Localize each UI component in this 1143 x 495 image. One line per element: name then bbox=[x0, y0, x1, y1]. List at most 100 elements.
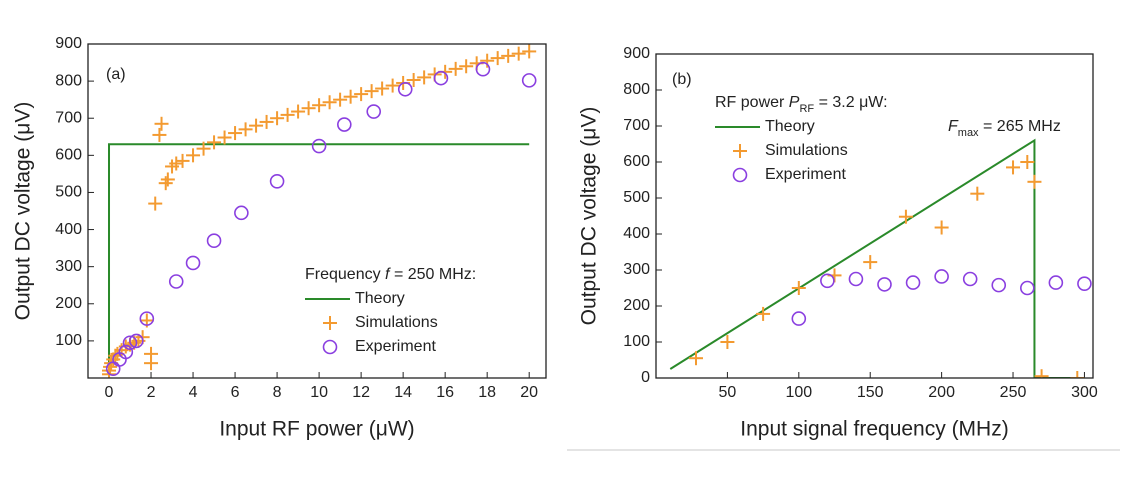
circle-marker bbox=[139, 311, 155, 326]
circle-marker bbox=[732, 167, 748, 183]
plus-marker bbox=[934, 220, 949, 235]
plus-marker bbox=[1020, 155, 1035, 169]
circle-marker bbox=[122, 335, 138, 351]
plus-marker bbox=[733, 144, 747, 158]
plus-marker bbox=[196, 141, 211, 156]
y-tick-label: 100 bbox=[55, 332, 82, 349]
plus-marker bbox=[144, 346, 159, 361]
annotation-part: max bbox=[958, 127, 979, 139]
plus-marker bbox=[406, 72, 421, 87]
y-tick-label: 600 bbox=[623, 153, 650, 170]
x-tick-label: 14 bbox=[394, 384, 412, 401]
circle-marker bbox=[820, 273, 835, 289]
plus-marker bbox=[756, 306, 771, 321]
panel-label: (a) bbox=[106, 66, 126, 83]
circle-marker bbox=[311, 138, 327, 154]
plus-marker bbox=[291, 104, 306, 119]
plus-marker bbox=[364, 84, 379, 99]
x-tick-label: 2 bbox=[147, 384, 156, 401]
plus-marker bbox=[343, 89, 358, 104]
circle-marker bbox=[397, 81, 413, 97]
legend-title-part: RF bbox=[799, 103, 814, 115]
plus-marker bbox=[169, 156, 184, 171]
plot-frame bbox=[655, 53, 1094, 379]
plus-marker bbox=[217, 130, 232, 145]
legend-title: RF power PRF = 3.2 μW: bbox=[715, 94, 888, 115]
x-tick-label: 100 bbox=[785, 384, 812, 401]
plus-marker bbox=[898, 209, 913, 224]
plus-marker bbox=[175, 153, 190, 168]
y-tick-label: 500 bbox=[623, 189, 650, 206]
circle-marker bbox=[168, 274, 184, 289]
y-tick-label: 800 bbox=[55, 72, 82, 89]
legend-label: Theory bbox=[765, 118, 815, 135]
y-tick-label: 300 bbox=[623, 261, 650, 278]
panel-label: (b) bbox=[672, 71, 692, 88]
circle-marker bbox=[1048, 275, 1064, 290]
theory-line bbox=[669, 138, 1085, 378]
x-axis-label: Input RF power (μW) bbox=[219, 418, 414, 441]
x-tick-label: 300 bbox=[1071, 384, 1098, 401]
plus-marker bbox=[207, 135, 222, 150]
circle-marker bbox=[118, 344, 134, 360]
x-tick-label: 150 bbox=[857, 384, 884, 401]
legend-label: Experiment bbox=[355, 338, 436, 355]
y-tick-label: 100 bbox=[623, 333, 650, 350]
plus-marker bbox=[259, 114, 274, 129]
y-tick-label: 500 bbox=[55, 184, 82, 201]
y-axis-label: Output DC voltage (μV) bbox=[12, 102, 35, 321]
legend-label: Theory bbox=[355, 290, 405, 307]
x-tick-label: 12 bbox=[352, 384, 370, 401]
plus-marker bbox=[385, 78, 400, 93]
plus-marker bbox=[354, 87, 369, 102]
circle-marker bbox=[991, 277, 1007, 293]
plus-marker bbox=[322, 95, 337, 110]
circle-marker bbox=[129, 333, 144, 349]
plus-marker bbox=[148, 196, 163, 211]
x-tick-label: 8 bbox=[273, 384, 282, 401]
legend-label: Simulations bbox=[765, 142, 848, 159]
legend-title-part: Frequency bbox=[305, 266, 385, 283]
legend-title-part: = 250 MHz: bbox=[390, 266, 477, 283]
plus-marker bbox=[280, 107, 295, 122]
plus-marker bbox=[459, 59, 474, 74]
annotation: Fmax = 265 MHz bbox=[948, 118, 1061, 139]
y-axis-label: Output DC voltage (μV) bbox=[578, 107, 601, 326]
plus-marker bbox=[688, 351, 703, 366]
plus-marker bbox=[228, 126, 243, 141]
plus-marker bbox=[333, 92, 348, 107]
x-tick-label: 6 bbox=[231, 384, 240, 401]
y-tick-label: 200 bbox=[55, 295, 82, 312]
x-tick-label: 50 bbox=[719, 384, 737, 401]
legend-label: Experiment bbox=[765, 166, 846, 183]
plot-frame bbox=[87, 43, 547, 379]
x-axis-label: Input signal frequency (MHz) bbox=[740, 418, 1008, 441]
circle-marker bbox=[322, 339, 338, 355]
y-tick-label: 900 bbox=[55, 35, 82, 52]
circle-marker bbox=[206, 233, 222, 248]
circle-marker bbox=[366, 104, 382, 119]
circle-marker bbox=[521, 73, 537, 88]
plus-marker bbox=[511, 46, 526, 61]
x-tick-label: 18 bbox=[478, 384, 496, 401]
circle-marker bbox=[433, 70, 449, 86]
y-tick-label: 200 bbox=[623, 297, 650, 314]
legend-title-part: f bbox=[385, 266, 391, 283]
plus-marker bbox=[448, 61, 463, 76]
x-tick-label: 20 bbox=[520, 384, 538, 401]
plot bbox=[669, 138, 1092, 378]
plus-marker bbox=[301, 101, 316, 116]
circle-marker bbox=[1020, 280, 1035, 296]
plus-marker bbox=[158, 176, 173, 191]
plus-marker bbox=[152, 127, 167, 142]
theory-line bbox=[108, 143, 530, 378]
circle-marker bbox=[185, 255, 201, 271]
circle-marker bbox=[934, 269, 949, 284]
plus-marker bbox=[375, 81, 390, 96]
annotation-part: F bbox=[948, 118, 959, 135]
plus-marker bbox=[160, 172, 175, 187]
y-tick-label: 800 bbox=[623, 81, 650, 98]
plus-marker bbox=[238, 122, 253, 137]
circle-marker bbox=[337, 117, 352, 132]
